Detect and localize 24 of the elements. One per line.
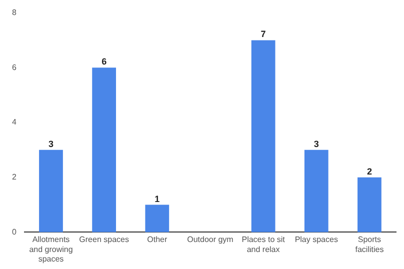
x-tick-label: Places to sit and relax [242, 235, 286, 254]
x-tick-label: Play spaces [294, 235, 338, 244]
data-label: 3 [314, 138, 319, 149]
data-label: 6 [102, 56, 107, 67]
data-label: 3 [48, 138, 54, 149]
bar [304, 150, 328, 232]
y-tick-label: 6 [12, 62, 17, 72]
bar [92, 68, 116, 232]
data-label: 2 [366, 166, 372, 176]
x-tick-label: Sports facilities [355, 235, 384, 254]
data-label: 1 [154, 194, 160, 204]
x-tick-label: Allotments and growing spaces [29, 235, 73, 264]
x-tick-label: Other [147, 235, 168, 244]
y-tick-label: 8 [12, 8, 17, 18]
x-tick-label: Green spaces [79, 235, 129, 244]
bar [39, 150, 63, 232]
bar [251, 40, 276, 232]
y-tick-label: 0 [12, 227, 17, 236]
data-label: 7 [260, 29, 266, 40]
bar [358, 177, 382, 232]
x-tick-label: Outdoor gym [187, 235, 234, 244]
bar [145, 204, 170, 232]
y-tick-label: 4 [12, 118, 17, 127]
y-tick-label: 2 [12, 172, 17, 182]
